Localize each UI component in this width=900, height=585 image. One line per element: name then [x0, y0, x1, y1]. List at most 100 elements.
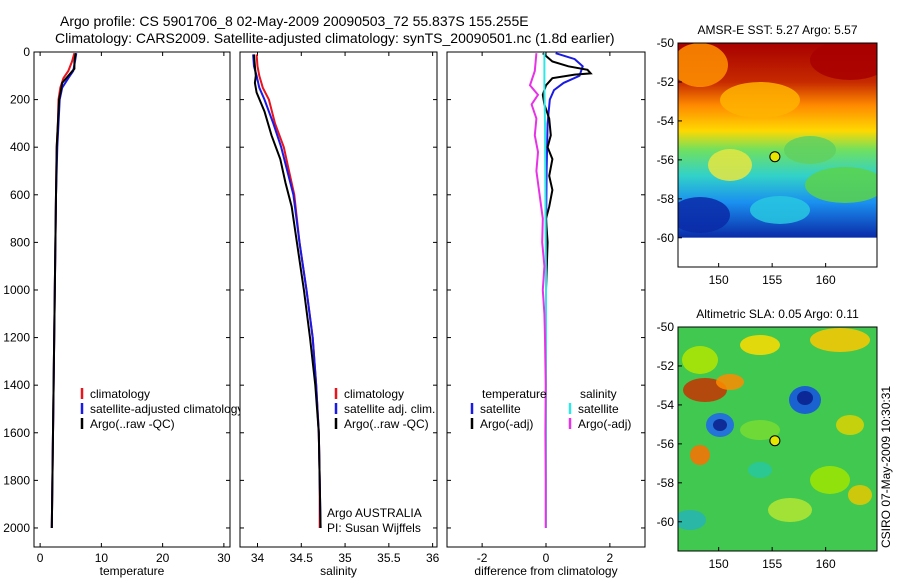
chart-temperature: 0 10 20 30 0 200 400 600 800 1000 1200 1400 1600 1800…: [3, 45, 243, 578]
plot-frame: [239, 51, 438, 548]
argo-annotation: Argo AUSTRALIA: [327, 506, 422, 520]
y-tick-label: -56: [657, 153, 675, 167]
figure-title-line2: Climatology: CARS2009. Satellite-adjuste…: [55, 30, 615, 46]
sla-anomaly-blob: [848, 485, 872, 505]
plot-frame: [33, 51, 231, 548]
y-tick-label: 200: [10, 93, 30, 107]
x-tick-label: 155: [762, 273, 782, 287]
y-tick-label: -58: [657, 476, 675, 490]
x-tick-label: 150: [709, 557, 729, 571]
y-tick-label: -58: [657, 192, 675, 206]
legend-column-heading: temperature: [482, 387, 547, 401]
y-tick-label: -60: [657, 515, 675, 529]
x-tick-label: 160: [816, 557, 836, 571]
map-field: [678, 327, 877, 551]
argo-annotation: PI: Susan Wijffels: [327, 521, 421, 535]
y-tick-label: 600: [10, 188, 30, 202]
side-timestamp: CSIRO 07-May-2009 10:30:31: [879, 386, 893, 548]
y-tick-label: 0: [23, 45, 30, 59]
argo-position-marker: [769, 151, 781, 163]
x-tick-label: 20: [156, 551, 170, 565]
y-tick-label: -54: [657, 114, 675, 128]
x-tick-label: 36: [426, 551, 440, 565]
y-tick-label: 1600: [3, 426, 30, 440]
map-frame: [677, 42, 878, 268]
sst-hot-blob: [810, 43, 877, 80]
y-tick-label: 1200: [3, 331, 30, 345]
map-title: AMSR-E SST: 5.27 Argo: 5.57: [697, 23, 857, 37]
legend-entry-label: satellite-adjusted climatology: [90, 402, 243, 416]
sla-anomaly-blob: [678, 510, 706, 530]
legend-entry-label: climatology: [344, 387, 404, 401]
y-tick-label: -50: [657, 36, 675, 50]
legend-entry-label: satellite: [480, 402, 521, 416]
x-tick-label: 0: [543, 551, 550, 565]
x-tick-label: 34.5: [290, 551, 314, 565]
legend-entry-label: Argo(-adj): [578, 417, 631, 431]
x-tick-label: 35.5: [377, 551, 401, 565]
x-tick-label: 30: [217, 551, 231, 565]
series-line-black: [541, 52, 593, 528]
x-tick-label: 10: [95, 551, 109, 565]
series-line-black: [50, 53, 77, 529]
y-tick-label: 1800: [3, 473, 30, 487]
y-tick-label: -56: [657, 437, 675, 451]
series-line-magenta: [528, 53, 547, 528]
argo-position-marker: [769, 435, 781, 447]
map-frame: [677, 326, 878, 552]
y-tick-label: 400: [10, 140, 30, 154]
y-tick-label: -60: [657, 231, 675, 245]
sst-cold-blob: [678, 197, 730, 233]
x-tick-label: 35: [338, 551, 352, 565]
sst-green-blob: [784, 136, 836, 164]
sst-green-blob: [805, 167, 877, 203]
sst-yellow-blob: [708, 149, 752, 181]
sla-anomaly-blob: [740, 335, 780, 355]
sla-anomaly-blob: [740, 420, 780, 440]
sla-anomaly-blob: [810, 328, 870, 352]
legend-entry-label: Argo(-adj): [480, 417, 533, 431]
legend-entry-label: satellite adj. clim.: [344, 402, 435, 416]
sla-anomaly-blob: [797, 391, 813, 405]
legend-entry-label: Argo(..raw -QC): [344, 417, 429, 431]
x-tick-label: 150: [709, 273, 729, 287]
panels: 0 10 20 30 0 200 400 600 800 1000 1200 1400 1600 1800…: [3, 23, 878, 578]
legend-entry-label: Argo(..raw -QC): [90, 417, 175, 431]
sla-anomaly-blob: [690, 445, 710, 465]
x-tick-label: 2: [607, 551, 614, 565]
sla-anomaly-blob: [768, 498, 812, 522]
x-axis-label: salinity: [320, 564, 357, 578]
x-tick-label: 160: [816, 273, 836, 287]
y-tick-label: 2000: [3, 521, 30, 535]
y-tick-label: -54: [657, 398, 675, 412]
legend-entry-label: satellite: [578, 402, 619, 416]
y-tick-label: 1400: [3, 378, 30, 392]
sst-warm-blob: [678, 43, 728, 87]
sla-anomaly-blob: [748, 462, 772, 478]
x-tick-label: 155: [762, 557, 782, 571]
x-tick-label: -2: [477, 551, 488, 565]
y-tick-label: 800: [10, 235, 30, 249]
chart-sst-map: 150 155 160 -50 -52 -54 -56 -58 -60 AMSR-E SST: 5…: [657, 23, 878, 287]
sla-anomaly-blob: [713, 419, 727, 431]
x-axis-label: difference from climatology: [474, 564, 617, 578]
sla-anomaly-blob: [716, 374, 744, 390]
y-tick-label: 1000: [3, 283, 30, 297]
sst-warm-blob: [720, 82, 800, 118]
x-axis-label: temperature: [100, 564, 165, 578]
legend: temperaturesatelliteArgo(-adj)salinitysa…: [470, 387, 631, 431]
legend-column-heading: salinity: [580, 387, 617, 401]
y-tick-label: -52: [657, 75, 675, 89]
sst-cyan-blob: [750, 196, 810, 224]
chart-sla-map: 150 155 160 -50 -52 -54 -56 -58 -60 Altimetric SL…: [657, 307, 878, 571]
legend-entry-label: climatology: [90, 387, 150, 401]
map-field: [678, 43, 877, 238]
series-line-black: [253, 54, 322, 529]
sla-anomaly-blob: [683, 378, 727, 402]
chart-salinity: 34 34.5 35 35.5 36 salinity climatologysatelli…: [239, 51, 440, 578]
sla-anomaly-blob: [682, 346, 718, 374]
